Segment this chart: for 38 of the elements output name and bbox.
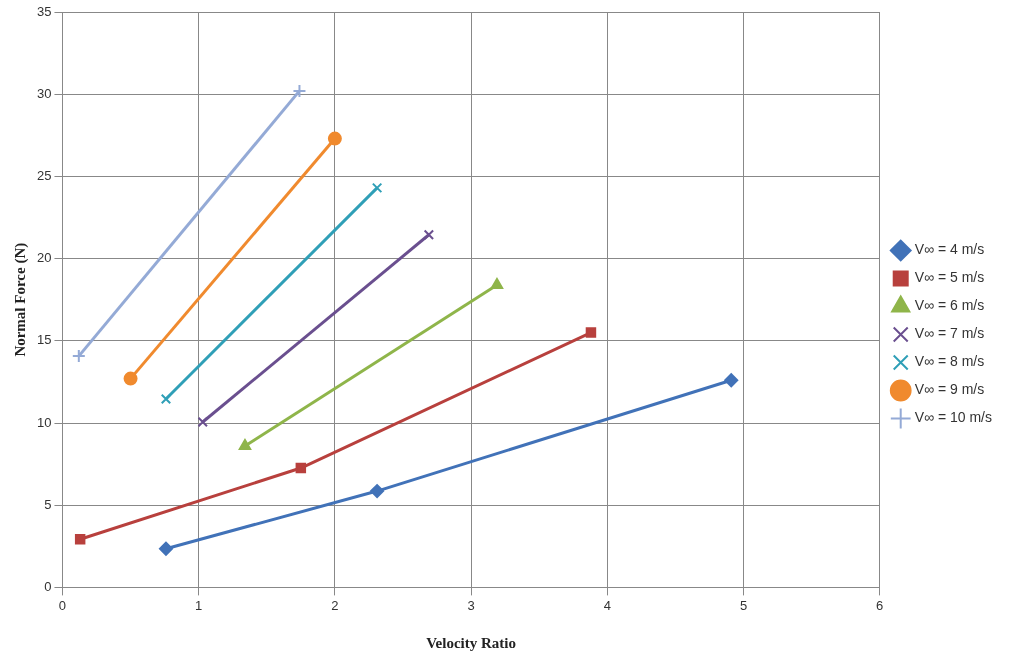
y-tick-label: 30 (36, 85, 52, 101)
point (292, 83, 307, 98)
x-tick-label: 3 (467, 597, 475, 613)
point (724, 373, 739, 388)
x-tick-label: 4 (603, 597, 611, 613)
x-tick-label: 2 (331, 597, 339, 613)
y-tick-label: 5 (44, 496, 52, 512)
point (158, 541, 173, 556)
x-tick-label: 1 (195, 597, 203, 613)
y-tick-label: 20 (36, 250, 52, 266)
legend-label: V∞ = 7 m/s (914, 325, 985, 342)
point (327, 131, 342, 146)
point (585, 327, 597, 338)
y-tick-label: 35 (36, 3, 52, 19)
legend-label: V∞ = 10 m/s (914, 409, 993, 426)
y-tick-label: 10 (36, 414, 52, 430)
x-tick-label: 5 (739, 597, 748, 613)
point (160, 393, 172, 405)
point (371, 182, 383, 194)
point (123, 371, 138, 386)
point (370, 484, 385, 499)
point (423, 229, 435, 241)
legend-label: V∞ = 6 m/s (914, 297, 985, 314)
y-tick-label: 15 (36, 332, 52, 348)
point (71, 349, 86, 364)
legend-label: V∞ = 9 m/s (914, 381, 985, 398)
y-axis-title: Normal Force (N) (11, 242, 29, 357)
legend-label: V∞ = 8 m/s (914, 353, 985, 370)
point (295, 462, 307, 474)
legend-label: V∞ = 5 m/s (914, 269, 985, 286)
y-tick-label: 25 (36, 167, 52, 183)
x-tick-label: 6 (876, 597, 884, 613)
point (74, 533, 86, 545)
y-tick-label: 0 (44, 578, 52, 594)
point (197, 416, 208, 428)
x-axis-title: Velocity Ratio (426, 634, 517, 651)
x-tick-label: 0 (58, 597, 67, 613)
legend-label: V∞ = 4 m/s (914, 241, 985, 258)
